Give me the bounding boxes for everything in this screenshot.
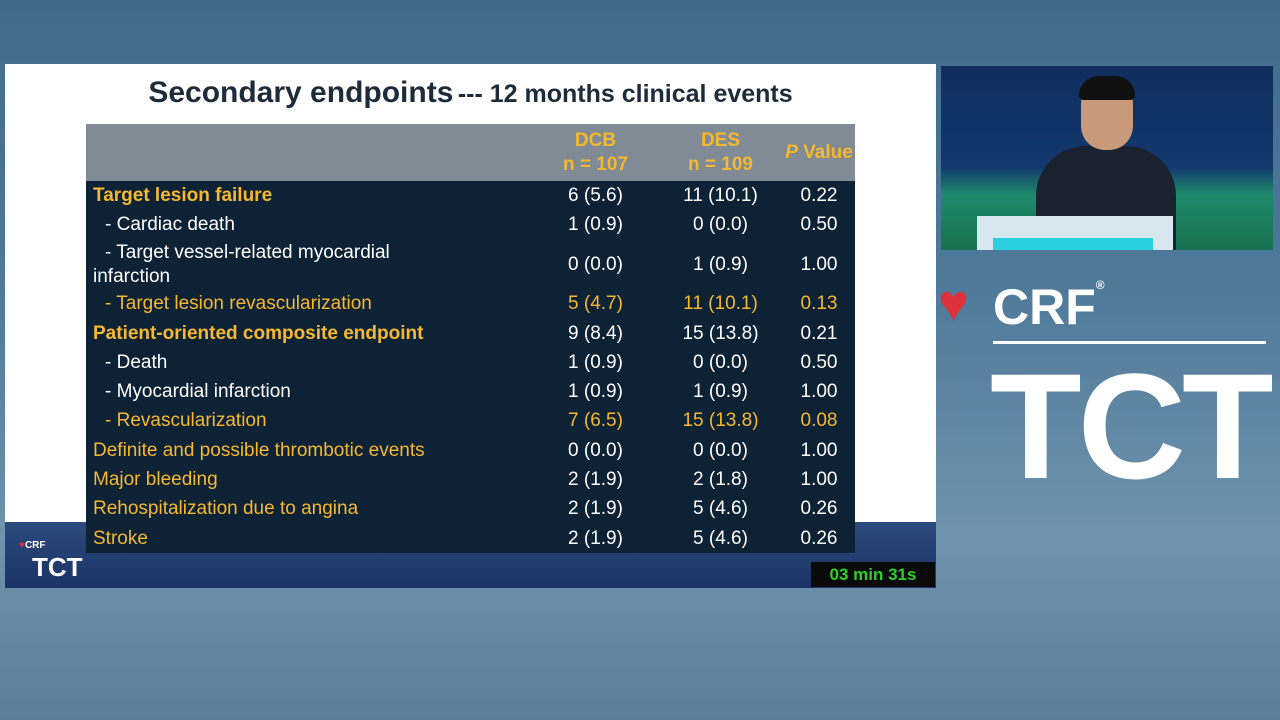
row-value: 1.00: [783, 377, 855, 407]
row-value: 0 (0.0): [533, 436, 658, 466]
row-value: 7 (6.5): [533, 406, 658, 437]
brand-tct: TCT: [990, 342, 1274, 510]
row-value: 0 (0.0): [658, 436, 783, 466]
logo-text: CRF: [24, 540, 46, 551]
row-value: 11 (10.1): [658, 181, 783, 211]
row-label: Patient-oriented composite endpoint: [86, 318, 533, 349]
row-value: 0 (0.0): [658, 210, 783, 240]
p-italic: P: [785, 141, 798, 163]
row-value: 1 (0.9): [533, 210, 658, 240]
slide-title: Secondary endpoints --- 12 months clinic…: [5, 76, 936, 110]
header-p: P Value: [783, 124, 855, 181]
col-name: DES: [700, 129, 741, 151]
header-dcb: DCB n = 107: [533, 124, 658, 181]
row-value: 2 (1.8): [658, 465, 783, 495]
table-row: - Cardiac death 1 (0.9) 0 (0.0) 0.50: [86, 210, 855, 240]
row-value: 15 (13.8): [658, 406, 783, 437]
row-value: 0.21: [783, 318, 855, 349]
col-n: n = 109: [688, 153, 753, 175]
row-label: Stroke: [86, 523, 533, 554]
row-value: 15 (13.8): [658, 318, 783, 349]
row-value: 1 (0.9): [533, 377, 658, 407]
table-row: Patient-oriented composite endpoint 9 (8.…: [86, 318, 855, 349]
row-label: - Target vessel-related myocardial infar…: [86, 239, 533, 290]
row-value: 0.22: [783, 181, 855, 211]
row-label: Target lesion failure: [86, 181, 533, 211]
row-value: 0.26: [783, 494, 855, 524]
row-value: 1.00: [783, 239, 855, 290]
row-value: 2 (1.9): [533, 465, 658, 495]
row-value: 0.08: [783, 406, 855, 437]
results-table: DCB n = 107 DES n = 109 P Value Target les…: [86, 124, 855, 554]
row-value: 5 (4.6): [658, 523, 783, 554]
row-value: 0.26: [783, 523, 855, 554]
row-label: - Death: [86, 348, 533, 378]
row-value: 0 (0.0): [658, 348, 783, 378]
brand-text: CRF: [993, 279, 1096, 335]
row-value: 5 (4.6): [658, 494, 783, 524]
row-value: 5 (4.7): [533, 289, 658, 319]
row-label: - Revascularization: [86, 406, 533, 437]
row-value: 1 (0.9): [533, 348, 658, 378]
speaker-hair: [1079, 76, 1135, 100]
speaker-video: [941, 66, 1273, 250]
podium-screen: [993, 238, 1153, 250]
row-value: 11 (10.1): [658, 289, 783, 319]
slide: Secondary endpoints --- 12 months clinic…: [5, 64, 936, 588]
brand-crf: CRF®: [993, 278, 1105, 336]
row-label: Definite and possible thrombotic events: [86, 436, 533, 466]
row-value: 0.50: [783, 348, 855, 378]
col-name: DCB: [574, 129, 617, 151]
table-row: Major bleeding 2 (1.9) 2 (1.8) 1.00: [86, 465, 855, 495]
row-value: 6 (5.6): [533, 181, 658, 211]
small-logo-tct: TCT: [32, 552, 83, 582]
row-label: - Myocardial infarction: [86, 377, 533, 407]
registered: ®: [1095, 278, 1105, 292]
timer: 03 min 31s: [811, 562, 935, 587]
small-logo-crf: ♥CRF: [19, 540, 46, 551]
row-value: 1.00: [783, 465, 855, 495]
table-row: - Revascularization 7 (6.5) 15 (13.8) 0.08: [86, 406, 855, 437]
table-row: Definite and possible thrombotic events 0…: [86, 436, 855, 466]
title: Secondary endpoints: [148, 76, 454, 109]
row-value: 2 (1.9): [533, 523, 658, 554]
row-value: 1 (0.9): [658, 239, 783, 290]
row-value: 2 (1.9): [533, 494, 658, 524]
table-row: Target lesion failure 6 (5.6) 11 (10.1) 0.2…: [86, 181, 855, 211]
row-value: 0.13: [783, 289, 855, 319]
brand-rule: [993, 341, 1266, 344]
table-row: - Death 1 (0.9) 0 (0.0) 0.50: [86, 348, 855, 378]
table-row: - Target lesion revascularization 5 (4.7)…: [86, 289, 855, 319]
table-row: - Myocardial infarction 1 (0.9) 1 (0.9) 1.0…: [86, 377, 855, 407]
row-value: 1.00: [783, 436, 855, 466]
row-value: 9 (8.4): [533, 318, 658, 349]
col-n: n = 107: [563, 153, 628, 175]
row-label: Rehospitalization due to angina: [86, 494, 533, 524]
crf-heart-icon: ♥: [938, 275, 969, 333]
row-value: 0 (0.0): [533, 239, 658, 290]
table-row: - Target vessel-related myocardial infar…: [86, 239, 855, 290]
header-blank: [86, 124, 533, 181]
table-row: Stroke 2 (1.9) 5 (4.6) 0.26: [86, 523, 855, 554]
row-label: Major bleeding: [86, 465, 533, 495]
table-body: Target lesion failure 6 (5.6) 11 (10.1) 0.2…: [86, 181, 855, 554]
row-value: 0.50: [783, 210, 855, 240]
p-rest: Value: [803, 141, 853, 163]
table-row: Rehospitalization due to angina 2 (1.9) 5 …: [86, 494, 855, 524]
header-des: DES n = 109: [658, 124, 783, 181]
row-label: - Cardiac death: [86, 210, 533, 240]
row-value: 1 (0.9): [658, 377, 783, 407]
subtitle: --- 12 months clinical events: [457, 80, 793, 108]
row-label: - Target lesion revascularization: [86, 289, 533, 319]
